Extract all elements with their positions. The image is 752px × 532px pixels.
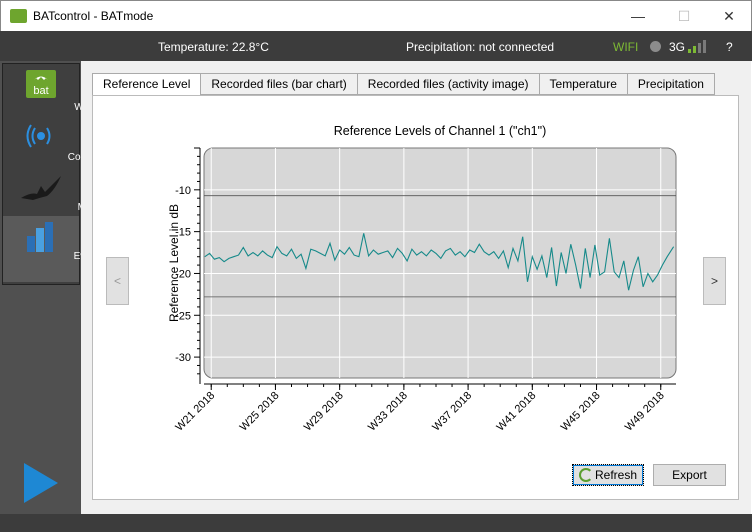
x-tick-label: W33 2018 — [366, 390, 410, 434]
bottom-bar — [0, 514, 752, 532]
precipitation-status: Precipitation: not connected — [406, 40, 555, 54]
sidebar-item-connectivity[interactable]: Connectivity — [3, 116, 122, 166]
tab-temperature[interactable]: Temperature — [539, 73, 628, 95]
y-tick-label: -15 — [175, 227, 191, 239]
refresh-label: Refresh — [594, 468, 638, 482]
wifi-status: WIFI — [613, 40, 639, 54]
tab-bar: Reference Level Recorded files (bar char… — [92, 73, 715, 96]
svg-text:bat: bat — [33, 85, 48, 97]
main-area: Reference Level Recorded files (bar char… — [81, 61, 751, 514]
close-button[interactable]: ✕ — [723, 8, 735, 24]
bat-icon — [21, 176, 61, 200]
bar-chart-icon — [27, 222, 53, 252]
window-title: BATcontrol - BATmode — [33, 9, 154, 23]
x-tick-label: W37 2018 — [430, 390, 474, 434]
y-axis-label: Reference Level in dB — [167, 204, 181, 322]
play-icon[interactable] — [24, 463, 58, 503]
next-button[interactable]: > — [703, 257, 726, 305]
sidebar-item-evaluation[interactable]: Evaluation — [3, 216, 120, 282]
sidebar-item-monitoring[interactable]: Monitoring — [3, 166, 124, 216]
status-bar: Temperature: 22.8°C Precipitation: not c… — [0, 31, 752, 61]
refresh-icon — [578, 468, 593, 482]
connection-dot-icon — [650, 41, 661, 52]
sidebar-menu: bat Welcome Connectivity Monitoring — [2, 63, 124, 285]
reference-level-chart: Reference Levels of Channel 1 ("ch1") -1… — [167, 124, 677, 434]
x-tick-label: W25 2018 — [238, 390, 282, 434]
x-tick-label: W45 2018 — [559, 390, 603, 434]
tab-precipitation[interactable]: Precipitation — [627, 73, 715, 95]
cell-status: 3G — [669, 40, 686, 54]
y-tick-label: -25 — [175, 310, 191, 322]
x-tick-label: W21 2018 — [173, 390, 217, 434]
export-button[interactable]: Export — [653, 464, 726, 486]
tab-recorded-files-activity-image[interactable]: Recorded files (activity image) — [357, 73, 540, 95]
sidebar: bat Welcome Connectivity Monitoring — [0, 61, 124, 514]
tab-reference-level[interactable]: Reference Level — [92, 73, 202, 96]
sidebar-item-welcome[interactable]: bat Welcome — [3, 66, 116, 116]
reference-level-series-line — [204, 233, 675, 291]
y-tick-label: -20 — [175, 268, 191, 280]
signal-strength-icon — [688, 39, 710, 56]
help-button[interactable]: ? — [726, 40, 733, 54]
signal-icon — [26, 124, 51, 148]
y-tick-label: -10 — [175, 185, 191, 197]
tab-recorded-files-bar-chart[interactable]: Recorded files (bar chart) — [201, 73, 358, 95]
maximize-button[interactable]: ☐ — [677, 8, 691, 24]
title-bar: BATcontrol - BATmode — ☐ ✕ — [0, 0, 752, 31]
x-tick-label: W49 2018 — [623, 390, 667, 434]
refresh-button[interactable]: Refresh — [572, 464, 644, 486]
chart-title: Reference Levels of Channel 1 ("ch1") — [334, 124, 546, 138]
previous-button[interactable]: < — [106, 257, 129, 305]
x-tick-label: W29 2018 — [302, 390, 346, 434]
minimize-button[interactable]: — — [631, 8, 645, 24]
tab-panel: < > Reference Levels of Channel 1 ("ch1"… — [92, 95, 739, 500]
app-icon — [10, 9, 27, 23]
bat-logo-icon: bat — [26, 70, 56, 98]
temperature-status: Temperature: 22.8°C — [158, 40, 269, 54]
plot-area — [203, 147, 677, 379]
x-tick-label: W41 2018 — [494, 390, 538, 434]
y-tick-label: -30 — [175, 352, 191, 364]
